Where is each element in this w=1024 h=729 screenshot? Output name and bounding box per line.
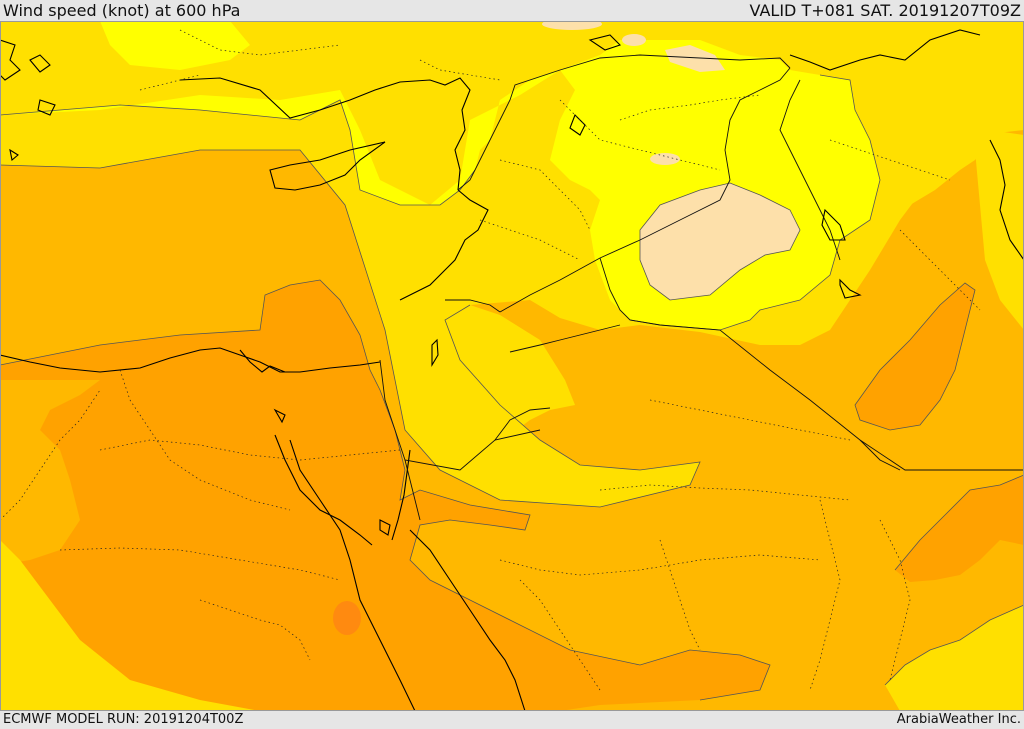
coastlines bbox=[0, 29, 1024, 711]
band-mid-dark bbox=[0, 280, 770, 711]
band-very-light-blob-2 bbox=[650, 153, 680, 165]
footer-bar: ECMWF MODEL RUN: 20191204T00Z ArabiaWeat… bbox=[0, 711, 1024, 729]
wind-speed-map bbox=[0, 21, 1024, 711]
band-very-light-blob-3 bbox=[542, 21, 602, 30]
header-bar: Wind speed (knot) at 600 hPa VALID T+081… bbox=[0, 0, 1024, 21]
band-light-nw bbox=[100, 21, 250, 70]
map-title: Wind speed (knot) at 600 hPa bbox=[3, 1, 241, 20]
credit-label: ArabiaWeather Inc. bbox=[896, 712, 1021, 727]
band-light-ne bbox=[855, 70, 990, 205]
band-light-mid-jordan bbox=[410, 305, 700, 505]
band-mid-dark-iran-south bbox=[895, 475, 1024, 582]
valid-time: VALID T+081 SAT. 20191207T09Z bbox=[749, 1, 1021, 20]
band-mid-dark-iran bbox=[855, 283, 975, 430]
model-run-label: ECMWF MODEL RUN: 20191204T00Z bbox=[3, 712, 244, 727]
band-very-light-iraq bbox=[640, 183, 800, 300]
band-light-mid-se bbox=[885, 605, 1024, 711]
borders bbox=[379, 54, 1024, 521]
contour-lines bbox=[0, 74, 1024, 701]
band-very-light-north bbox=[665, 45, 725, 72]
band-very-light-blob-1 bbox=[622, 34, 646, 46]
map-area bbox=[0, 21, 1024, 711]
band-light-mid-west bbox=[0, 540, 260, 711]
band-dark-spot bbox=[333, 601, 361, 635]
province-lines bbox=[0, 29, 981, 691]
